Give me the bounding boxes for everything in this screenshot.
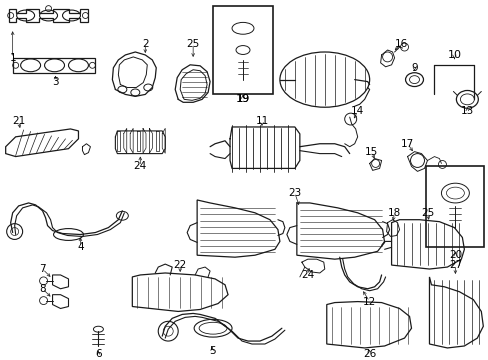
Text: 9: 9 bbox=[410, 63, 417, 73]
Text: 12: 12 bbox=[362, 297, 375, 307]
Text: 11: 11 bbox=[255, 116, 268, 126]
Text: 24: 24 bbox=[133, 161, 146, 171]
Text: 8: 8 bbox=[39, 284, 46, 294]
Text: 26: 26 bbox=[362, 349, 375, 359]
Text: 22: 22 bbox=[173, 260, 186, 270]
Text: 5: 5 bbox=[208, 346, 215, 356]
Text: 25: 25 bbox=[420, 208, 433, 218]
Text: 17: 17 bbox=[400, 139, 413, 149]
Text: 13: 13 bbox=[460, 106, 473, 116]
Text: 7: 7 bbox=[39, 264, 46, 274]
Bar bbox=[426, 166, 483, 247]
Text: 14: 14 bbox=[350, 106, 364, 116]
Text: 1: 1 bbox=[9, 53, 16, 63]
Text: 4: 4 bbox=[77, 242, 83, 252]
Text: 25: 25 bbox=[186, 39, 200, 49]
Bar bbox=[213, 6, 272, 94]
Text: 16: 16 bbox=[394, 39, 407, 49]
Text: 18: 18 bbox=[387, 208, 400, 218]
Text: 15: 15 bbox=[364, 147, 378, 157]
Text: 6: 6 bbox=[95, 349, 102, 359]
Text: 23: 23 bbox=[287, 188, 301, 198]
Text: 21: 21 bbox=[12, 116, 25, 126]
Text: 19: 19 bbox=[236, 94, 249, 104]
Text: 20: 20 bbox=[448, 250, 461, 260]
Text: 24: 24 bbox=[301, 270, 314, 280]
Text: 10: 10 bbox=[447, 50, 461, 60]
Text: 3: 3 bbox=[52, 77, 59, 87]
Text: 19: 19 bbox=[235, 94, 249, 104]
Text: 2: 2 bbox=[142, 39, 148, 49]
Text: 27: 27 bbox=[448, 260, 461, 270]
